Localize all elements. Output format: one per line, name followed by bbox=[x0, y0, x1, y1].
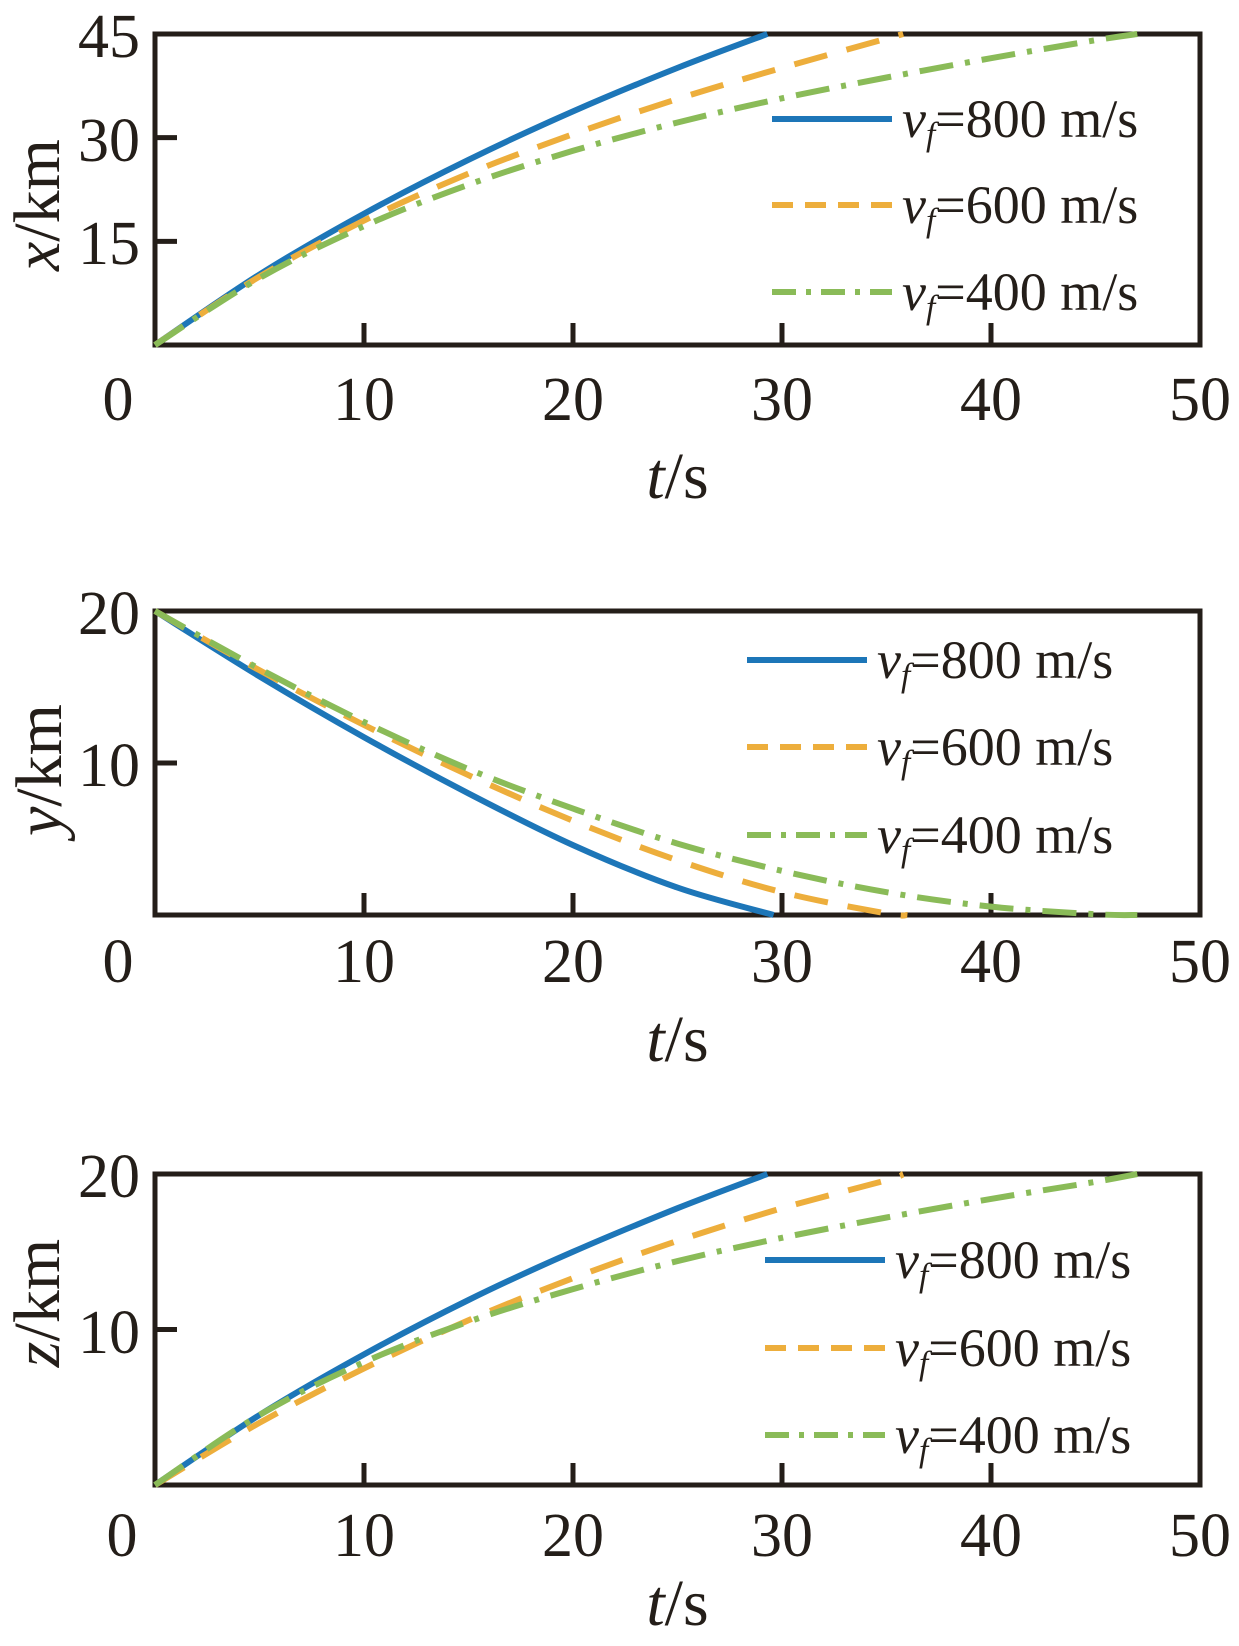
legend-label-400: vf=400 m/s bbox=[895, 1405, 1132, 1470]
y-tick-label-20: 20 bbox=[78, 580, 140, 648]
legend-label-400: vf=400 m/s bbox=[877, 805, 1114, 870]
x-tick-label-40: 40 bbox=[960, 928, 1022, 996]
legend-label-600: vf=600 m/s bbox=[895, 1318, 1132, 1383]
plot-box-chart1 bbox=[152, 31, 1203, 348]
y-tick-label-10: 10 bbox=[78, 732, 140, 800]
x-tick-label-20: 20 bbox=[542, 1502, 604, 1570]
legend-label-800: vf=800 m/s bbox=[902, 89, 1139, 154]
curve-800-chart3 bbox=[153, 1171, 769, 1488]
curve-400-chart1 bbox=[153, 31, 1138, 348]
y-tick-label-10: 10 bbox=[78, 1298, 140, 1367]
legend-label-600: vf=600 m/s bbox=[902, 175, 1139, 240]
x-axis-title-chart3: t/s bbox=[646, 1567, 709, 1640]
x-tick-label-30: 30 bbox=[751, 1502, 813, 1570]
x-tick-label-20: 20 bbox=[542, 366, 604, 434]
curve-800-chart2 bbox=[153, 608, 775, 918]
x-tick-label-10: 10 bbox=[333, 928, 395, 996]
legend-label-800: vf=800 m/s bbox=[895, 1230, 1132, 1295]
x-tick-label-0: 0 bbox=[106, 1502, 138, 1570]
x-tick-label-10: 10 bbox=[333, 1502, 395, 1570]
y-tick-label-45: 45 bbox=[78, 3, 140, 71]
x-tick-label-0: 0 bbox=[102, 366, 134, 434]
legend-label-800: vf=800 m/s bbox=[877, 630, 1114, 695]
x-tick-label-30: 30 bbox=[751, 928, 813, 996]
x-tick-label-50: 50 bbox=[1169, 928, 1231, 996]
curve-600-chart1 bbox=[153, 31, 905, 348]
y-tick-label-30: 30 bbox=[78, 106, 140, 175]
curve-400-chart2 bbox=[153, 608, 1138, 919]
x-axis-title-chart2: t/s bbox=[646, 1003, 709, 1076]
x-tick-label-50: 50 bbox=[1169, 1502, 1231, 1570]
x-axis-title-chart1: t/s bbox=[646, 440, 709, 513]
y-tick-label-20: 20 bbox=[78, 1143, 140, 1211]
x-tick-label-20: 20 bbox=[542, 928, 604, 996]
curve-600-chart2 bbox=[153, 608, 908, 919]
y-axis-title-chart1: x/km bbox=[1, 139, 74, 271]
legend-label-400: vf=400 m/s bbox=[902, 262, 1139, 327]
x-tick-label-50: 50 bbox=[1169, 366, 1231, 434]
x-tick-label-0: 0 bbox=[102, 928, 134, 996]
y-tick-label-15: 15 bbox=[78, 210, 140, 279]
curve-600-chart3 bbox=[153, 1171, 905, 1488]
y-axis-title-chart3: z/km bbox=[1, 1238, 74, 1368]
x-tick-label-10: 10 bbox=[333, 366, 395, 434]
curve-400-chart3 bbox=[153, 1171, 1138, 1488]
y-axis-title-chart2: y/km bbox=[3, 704, 76, 836]
x-tick-label-40: 40 bbox=[960, 366, 1022, 434]
x-tick-label-30: 30 bbox=[751, 366, 813, 434]
legend-label-600: vf=600 m/s bbox=[877, 717, 1114, 782]
x-tick-label-40: 40 bbox=[960, 1502, 1022, 1570]
